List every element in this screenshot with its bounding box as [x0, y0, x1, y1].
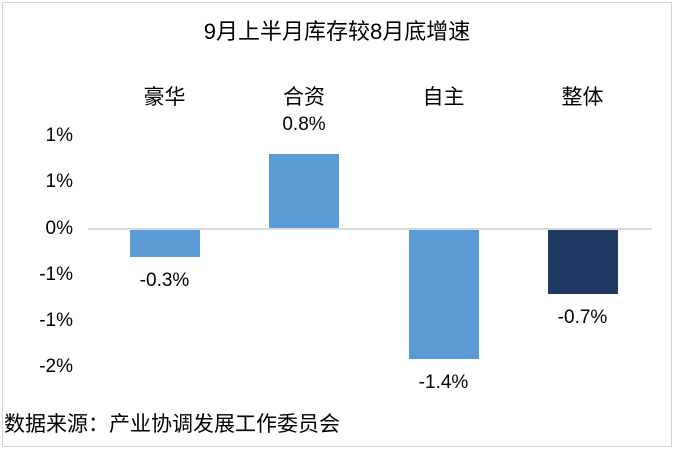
bar — [269, 153, 339, 228]
y-tick-label: 0% — [45, 217, 73, 239]
bar — [547, 229, 618, 295]
y-tick-label: -2% — [39, 356, 73, 378]
y-tick-label: -1% — [39, 310, 73, 331]
source-note: 数据来源：产业协调发展工作委员会 — [4, 413, 340, 436]
category-label: 整体 — [561, 86, 604, 109]
chart-title: 9月上半月库存较8月底增速 — [203, 19, 471, 44]
y-tick-label: 1% — [45, 125, 73, 146]
data-label: -0.3% — [139, 270, 190, 292]
data-label: 0.8% — [282, 113, 326, 135]
y-tick-label: 1% — [45, 171, 73, 193]
category-label: 自主 — [422, 86, 465, 109]
category-label: 合资 — [283, 86, 325, 109]
y-tick-label: -1% — [39, 263, 73, 285]
zero-axis-line — [88, 227, 652, 230]
bar — [129, 229, 200, 258]
data-label: -1.4% — [418, 372, 469, 393]
bar — [408, 229, 479, 359]
category-label: 豪华 — [143, 86, 186, 109]
data-label: -0.7% — [557, 307, 608, 329]
